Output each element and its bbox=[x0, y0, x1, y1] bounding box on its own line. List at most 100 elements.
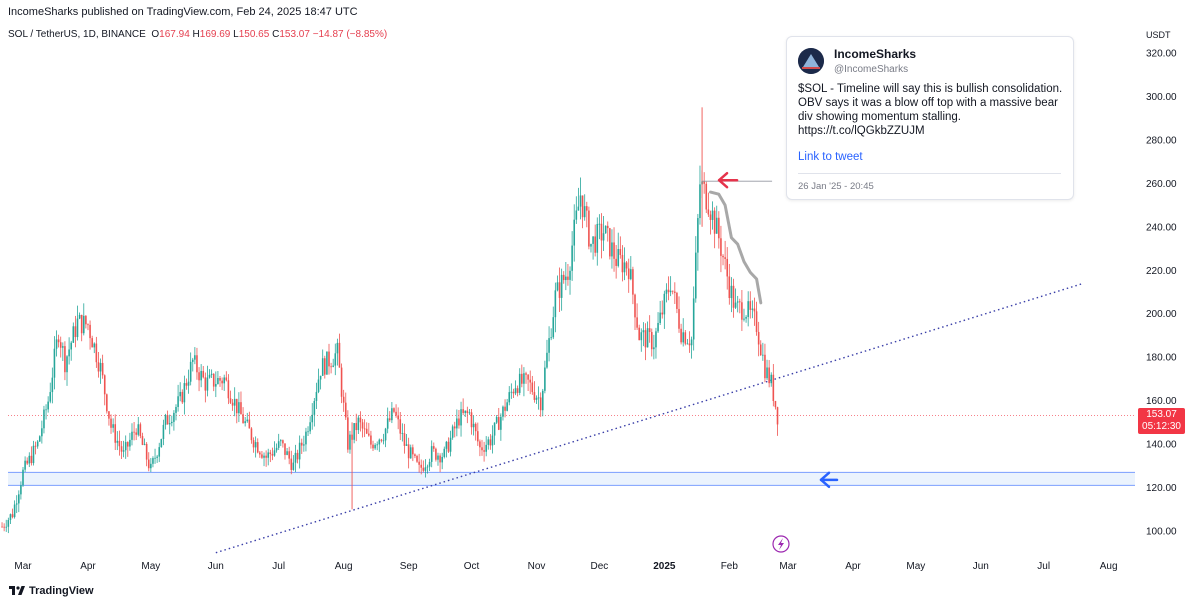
candle-body bbox=[191, 359, 194, 362]
x-tick-label: May bbox=[141, 561, 160, 572]
candle-body bbox=[445, 441, 448, 449]
y-tick-label: 280.00 bbox=[1146, 135, 1177, 146]
candle-body bbox=[575, 210, 578, 220]
candle-body bbox=[424, 467, 427, 471]
candle-body bbox=[1, 526, 3, 528]
candle-body bbox=[483, 450, 485, 452]
candle-body bbox=[567, 276, 569, 280]
candle-body bbox=[602, 233, 605, 241]
candle-body bbox=[103, 375, 106, 395]
candle-body bbox=[453, 426, 456, 429]
annotation-layer bbox=[702, 171, 839, 553]
candle-body bbox=[254, 442, 257, 448]
candle-body bbox=[7, 519, 10, 527]
candle-body bbox=[684, 332, 687, 344]
candle-body bbox=[219, 378, 221, 381]
candle-body bbox=[129, 439, 131, 447]
candle-body bbox=[583, 206, 586, 218]
candle-body bbox=[108, 411, 110, 419]
candle-body bbox=[277, 441, 280, 448]
candle-body bbox=[36, 441, 39, 447]
candle-body bbox=[541, 390, 544, 411]
candle-body bbox=[510, 391, 513, 393]
avatar[interactable] bbox=[798, 48, 824, 74]
tradingview-logo[interactable]: TradingView bbox=[9, 585, 94, 597]
candle-body bbox=[332, 365, 334, 367]
candle-body bbox=[718, 217, 720, 239]
symbol-name[interactable]: SOL / TetherUS, 1D, BINANCE bbox=[8, 29, 146, 40]
candle-body bbox=[508, 392, 511, 403]
tweet-link[interactable]: Link to tweet bbox=[798, 151, 863, 163]
candle-body bbox=[120, 446, 123, 452]
candle-body bbox=[315, 391, 318, 401]
x-tick-label: Sep bbox=[400, 561, 418, 572]
candle-body bbox=[623, 262, 626, 273]
candle-body bbox=[101, 362, 104, 376]
last-price-tag: 153.07 05:12:30 bbox=[1138, 408, 1185, 434]
shark-icon bbox=[798, 48, 824, 74]
candle-body bbox=[34, 445, 37, 447]
candle-body bbox=[416, 456, 418, 462]
candle-body bbox=[340, 367, 343, 397]
candle-body bbox=[244, 421, 246, 424]
candle-body bbox=[221, 380, 223, 384]
candle-body bbox=[470, 412, 473, 428]
candle-body bbox=[313, 400, 316, 415]
candle-body bbox=[51, 377, 54, 393]
candle-body bbox=[460, 409, 462, 426]
low-value: 150.65 bbox=[238, 29, 270, 40]
candle-body bbox=[611, 242, 613, 257]
candle-body bbox=[462, 409, 464, 413]
candle-body bbox=[55, 339, 58, 349]
y-tick-label: 200.00 bbox=[1146, 309, 1177, 320]
candle-body bbox=[359, 417, 362, 423]
candle-body bbox=[500, 416, 502, 430]
candle-body bbox=[28, 455, 31, 464]
candle-body bbox=[443, 448, 446, 457]
x-axis: Mar Apr May Jun Jul Aug Sep Oct Nov Dec 2025 Feb Mar… bbox=[14, 561, 1117, 572]
candle-body bbox=[196, 355, 198, 373]
candle-body bbox=[215, 383, 217, 387]
candle-body bbox=[713, 210, 716, 234]
x-tick-label: Aug bbox=[335, 561, 353, 572]
x-tick-label: Jun bbox=[973, 561, 989, 572]
candle-body bbox=[650, 331, 653, 350]
candle-body bbox=[347, 417, 349, 450]
candle-body bbox=[609, 228, 611, 257]
tweet-handle[interactable]: @IncomeSharks bbox=[834, 64, 909, 75]
candles-layer bbox=[1, 107, 779, 534]
candle-body bbox=[671, 290, 674, 292]
candle-body bbox=[145, 443, 148, 460]
candle-body bbox=[682, 332, 685, 343]
candle-body bbox=[428, 461, 431, 467]
candle-body bbox=[154, 457, 156, 459]
candle-body bbox=[78, 314, 81, 319]
lightning-icon bbox=[772, 535, 790, 553]
y-tick-label: 240.00 bbox=[1146, 222, 1177, 233]
candle-body bbox=[208, 374, 211, 378]
candle-body bbox=[57, 339, 60, 343]
candle-body bbox=[722, 255, 724, 258]
candle-body bbox=[250, 428, 253, 441]
last-price-value: 153.07 bbox=[1146, 409, 1177, 420]
candle-body bbox=[565, 276, 567, 281]
candle-body bbox=[357, 417, 360, 431]
candle-body bbox=[690, 339, 693, 346]
tweet-author[interactable]: IncomeSharks bbox=[834, 47, 917, 61]
candle-body bbox=[617, 249, 620, 266]
y-tick-label: 320.00 bbox=[1146, 49, 1177, 60]
candle-body bbox=[164, 415, 167, 425]
candle-body bbox=[194, 355, 196, 360]
candle-body bbox=[432, 446, 435, 449]
candle-body bbox=[141, 436, 144, 445]
candle-body bbox=[755, 311, 758, 332]
candle-body bbox=[227, 380, 230, 399]
candle-body bbox=[212, 373, 215, 387]
candle-body bbox=[349, 434, 351, 450]
candle-body bbox=[135, 432, 137, 435]
candle-body bbox=[282, 440, 284, 444]
candle-body bbox=[630, 269, 632, 280]
candle-body bbox=[537, 397, 540, 399]
candle-body bbox=[5, 526, 8, 528]
